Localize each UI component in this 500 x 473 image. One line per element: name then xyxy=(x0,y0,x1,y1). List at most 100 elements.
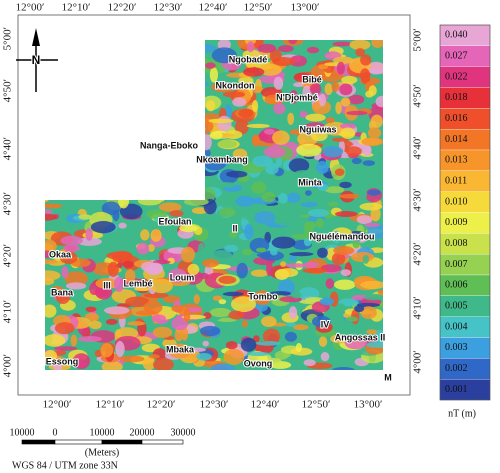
raster-blob xyxy=(332,367,355,370)
raster-blob xyxy=(153,163,168,171)
raster-blob xyxy=(45,270,61,281)
raster-blob xyxy=(70,107,90,121)
raster-blob xyxy=(303,237,312,247)
raster-blob xyxy=(95,278,118,289)
raster-blob xyxy=(311,100,332,115)
raster-blob xyxy=(251,181,267,194)
raster-blob xyxy=(79,164,98,177)
raster-blob xyxy=(325,117,335,124)
place-label: Nkondon xyxy=(216,80,255,90)
raster-blob xyxy=(363,294,383,301)
raster-blob xyxy=(256,247,267,253)
raster-blob xyxy=(318,64,329,70)
raster-blob xyxy=(54,40,65,52)
raster-blob xyxy=(104,149,118,162)
raster-blob xyxy=(70,66,93,75)
raster-blob xyxy=(206,100,216,112)
raster-blob xyxy=(294,170,313,176)
raster-blob xyxy=(365,341,383,348)
raster-blob xyxy=(133,82,141,88)
lat-tick-label: 4°20′ xyxy=(2,244,14,267)
raster-blob xyxy=(45,68,58,80)
raster-blob xyxy=(72,353,91,370)
raster-blob xyxy=(87,95,112,109)
raster-blob xyxy=(64,114,74,123)
raster-blob xyxy=(375,329,383,342)
raster-blob xyxy=(263,146,286,158)
raster-blob xyxy=(241,248,253,256)
raster-blob xyxy=(335,101,342,115)
place-label: Okaa xyxy=(49,249,72,259)
raster-blob xyxy=(56,179,82,186)
raster-blob xyxy=(361,137,383,147)
raster-blob xyxy=(288,306,298,320)
raster-blob xyxy=(117,49,136,55)
raster-blob xyxy=(55,175,64,187)
raster-blob xyxy=(186,347,206,352)
raster-blob xyxy=(73,76,82,90)
raster-blob xyxy=(327,201,339,207)
lon-tick-label: 12°00′ xyxy=(43,399,72,411)
raster-blob xyxy=(362,254,369,264)
raster-blob xyxy=(132,58,147,66)
place-label: Ovong xyxy=(244,358,273,368)
lon-tick-label: 12°30′ xyxy=(154,2,183,14)
raster-blob xyxy=(136,242,150,255)
raster-blob xyxy=(114,276,124,292)
colorbar-label: 0.007 xyxy=(445,259,468,270)
raster-blob xyxy=(104,112,120,120)
raster-blob xyxy=(295,342,302,353)
raster-blob xyxy=(280,261,287,267)
raster-blob xyxy=(334,168,345,176)
raster-blob xyxy=(211,47,237,64)
raster-blob xyxy=(151,314,166,323)
raster-blob xyxy=(187,52,203,64)
raster-blob xyxy=(136,99,147,108)
raster-blob xyxy=(82,128,103,134)
raster-blob xyxy=(143,300,163,314)
scale-label: 10000 xyxy=(10,427,35,438)
raster-blob xyxy=(154,52,179,57)
raster-blob xyxy=(185,76,201,92)
colorbar-label: 0.004 xyxy=(445,321,468,332)
raster-blob xyxy=(63,152,83,168)
raster-blob xyxy=(366,61,383,75)
raster-blob xyxy=(346,110,368,116)
raster-blob xyxy=(320,352,330,362)
raster-blob xyxy=(217,40,231,51)
colorbar-label: 0.001 xyxy=(445,384,468,395)
raster-blob xyxy=(63,130,86,136)
raster-blob xyxy=(158,161,172,167)
raster-blob xyxy=(340,269,351,276)
raster-blob xyxy=(331,82,340,92)
raster-blob xyxy=(278,268,299,278)
raster-blob xyxy=(235,119,249,135)
place-label: Minta xyxy=(298,177,322,187)
raster-blob xyxy=(125,296,150,308)
place-label: IV xyxy=(321,319,330,329)
lat-tick-label: 4°40′ xyxy=(2,137,14,160)
raster-blob xyxy=(120,74,146,88)
raster-blob xyxy=(153,66,171,73)
raster-blob xyxy=(45,125,65,136)
raster-blob xyxy=(100,163,119,168)
raster-blob xyxy=(261,191,276,203)
raster-blob xyxy=(345,316,358,322)
raster-blob xyxy=(78,336,102,342)
raster-blob xyxy=(219,207,236,218)
raster-blob xyxy=(253,290,272,306)
raster-blob xyxy=(52,107,73,113)
scale-label: 10000 xyxy=(90,427,115,438)
raster-blob xyxy=(184,117,198,124)
raster-blob xyxy=(89,282,99,296)
raster-blob xyxy=(153,82,177,89)
raster-blob xyxy=(118,192,130,209)
raster-blob xyxy=(236,262,248,279)
raster-blob xyxy=(45,259,58,265)
raster-blob xyxy=(127,321,146,326)
raster-blob xyxy=(351,252,375,263)
raster-blob xyxy=(242,49,261,61)
raster-blob xyxy=(105,81,113,91)
raster-blob xyxy=(334,279,356,290)
map-frame xyxy=(17,14,411,396)
